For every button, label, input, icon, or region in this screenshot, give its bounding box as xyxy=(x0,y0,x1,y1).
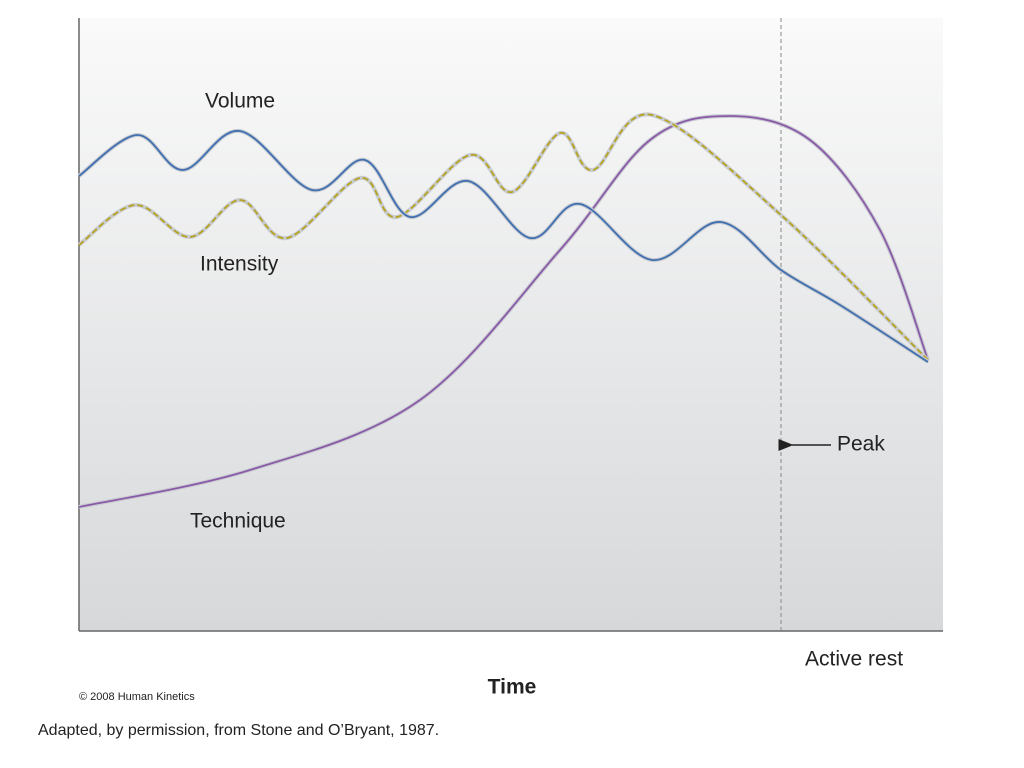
volume-label: Volume xyxy=(205,90,275,113)
x-axis-label: Time xyxy=(488,676,537,699)
peak-label: Peak xyxy=(837,433,885,456)
technique-label: Technique xyxy=(190,510,286,533)
curves xyxy=(77,112,930,509)
active-rest-label: Active rest xyxy=(805,648,903,671)
caption: Adapted, by permission, from Stone and O… xyxy=(38,722,439,739)
volume-curve xyxy=(78,130,929,363)
plot-background xyxy=(79,18,943,631)
intensity-label: Intensity xyxy=(200,253,279,276)
technique-curve xyxy=(78,115,929,508)
intensity-curve xyxy=(78,113,929,361)
copyright: © 2008 Human Kinetics xyxy=(79,691,195,703)
